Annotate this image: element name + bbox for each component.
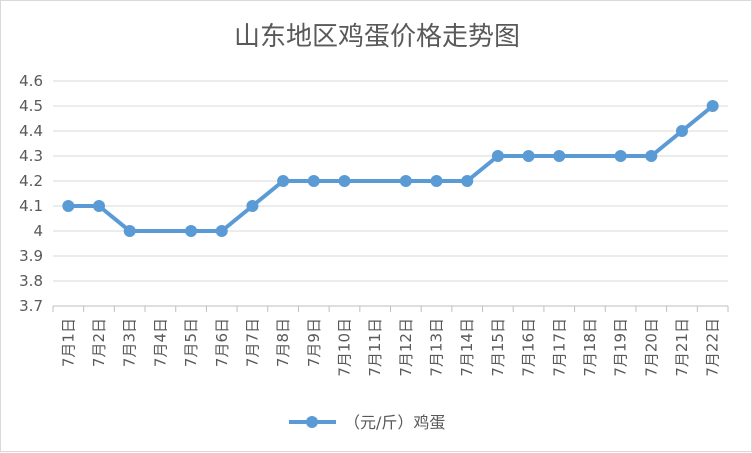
data-point [461,175,474,187]
y-tick-label: 4.3 [19,147,43,165]
data-point [93,200,106,212]
data-point [246,200,259,212]
chart-title: 山东地区鸡蛋价格走势图 [234,22,520,52]
x-axis-ticks: 7月1日 7月2日 7月3日 7月4日 7月5日 7月6日 7月7日 7月8日 7月9日 7月10… [59,318,721,377]
x-tick-label: 7月12日 [397,318,415,377]
x-tick-label: 7月17日 [550,318,568,377]
y-axis-ticks: 3.7 3.8 3.9 4 4.1 4.2 4.3 4.4 4.5 4.6 [19,72,43,315]
x-tick-label: 7月6日 [213,318,231,367]
y-tick-label: 4.6 [19,72,43,90]
x-tick-label: 7月16日 [520,318,538,377]
data-point [430,175,443,187]
y-tick-label: 4.2 [19,172,43,190]
data-point [338,175,351,187]
data-point [553,150,566,162]
y-tick-label: 4.1 [19,197,43,215]
data-point [399,175,412,187]
x-tick-label: 7月18日 [581,318,599,377]
data-point [307,175,320,187]
axes [52,305,729,312]
data-point [277,175,290,187]
data-point [62,200,75,212]
x-tick-label: 7月15日 [489,318,507,377]
y-tick-label: 4 [33,222,43,240]
y-tick-label: 3.8 [19,272,43,290]
data-point [123,225,136,237]
x-tick-label: 7月5日 [182,318,200,367]
legend: （元/斤）鸡蛋 [289,413,445,432]
x-tick-label: 7月20日 [642,318,660,377]
y-tick-label: 4.4 [19,122,43,140]
x-tick-label: 7月22日 [704,318,722,377]
x-tick-label: 7月19日 [612,318,630,377]
x-tick-label: 7月9日 [305,318,323,367]
data-point [614,150,627,162]
data-point [522,150,535,162]
legend-label: （元/斤）鸡蛋 [344,413,445,432]
data-point [706,100,719,112]
data-point [215,225,228,237]
data-point [185,225,198,237]
x-tick-label: 7月21日 [673,318,691,377]
y-tick-label: 4.5 [19,97,43,115]
series-line [68,104,714,233]
gridlines [53,80,728,307]
data-point [491,150,504,162]
x-tick-label: 7月10日 [335,318,353,377]
x-tick-label: 7月11日 [366,318,384,377]
data-point [675,125,688,137]
x-tick-label: 7月14日 [458,318,476,377]
x-tick-label: 7月7日 [243,318,261,367]
y-tick-label: 3.9 [19,247,43,265]
x-tick-label: 7月2日 [90,318,108,367]
series [62,100,719,237]
data-point [645,150,658,162]
x-tick-label: 7月1日 [59,318,77,367]
x-tick-label: 7月3日 [121,318,139,367]
x-tick-label: 7月4日 [151,318,169,367]
x-tick-label: 7月13日 [428,318,446,377]
x-tick-label: 7月8日 [274,318,292,367]
legend-marker-swatch [306,416,318,428]
y-tick-label: 3.7 [19,297,43,315]
